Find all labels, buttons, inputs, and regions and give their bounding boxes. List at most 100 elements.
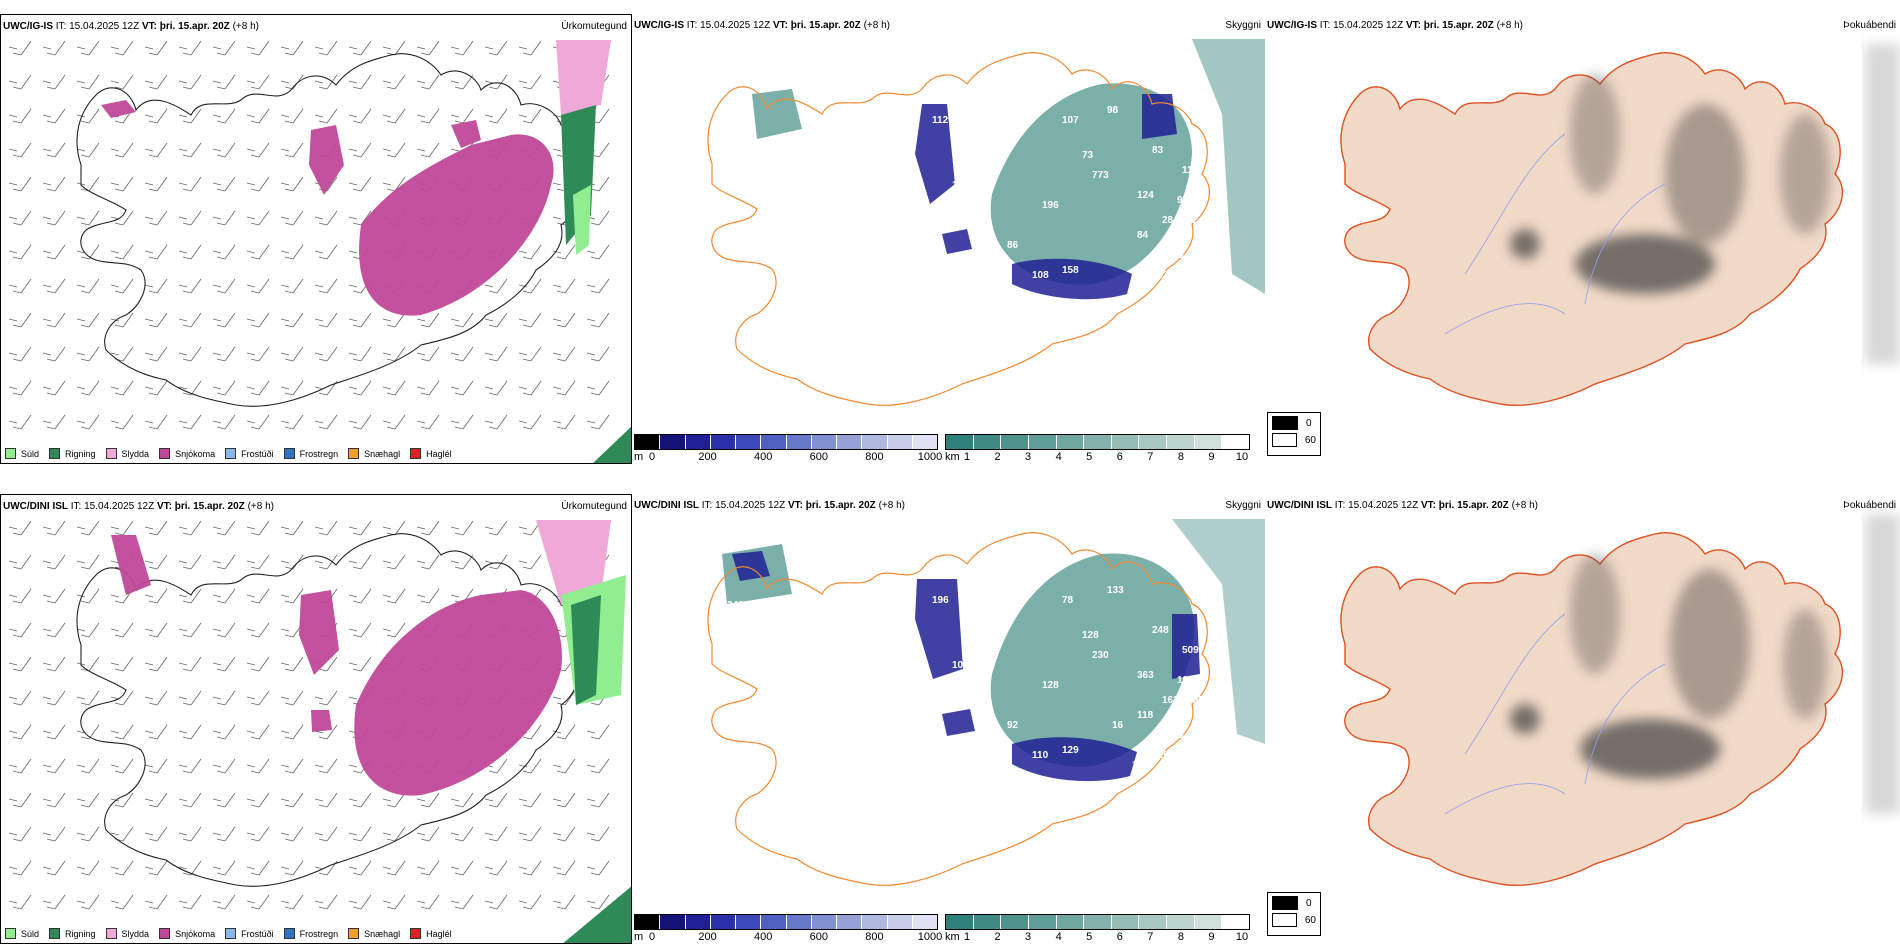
cloud-base-unit: m xyxy=(634,931,644,943)
wind-barb xyxy=(8,414,32,430)
cloud-base-label: 120 xyxy=(962,260,979,271)
wind-barb xyxy=(212,894,236,910)
wind-barb xyxy=(212,588,236,604)
wind-barb xyxy=(42,210,66,226)
wind-barb xyxy=(110,792,134,808)
wind-barb xyxy=(76,176,100,192)
wind-barb xyxy=(552,414,576,430)
wind-barb xyxy=(246,656,270,672)
wind-barb xyxy=(348,40,372,56)
wind-barb xyxy=(314,244,338,260)
wind-barb xyxy=(246,724,270,740)
cloud-base-label: 11 xyxy=(902,170,913,181)
panel-header: UWC/DINI ISL IT: 15.04.2025 12Z VT: þri.… xyxy=(1267,500,1538,511)
wind-barb xyxy=(280,108,304,124)
wind-barb xyxy=(76,860,100,876)
legend-swatch xyxy=(348,928,360,939)
wind-barb xyxy=(586,312,610,328)
wind-barb xyxy=(246,414,270,430)
wind-barb xyxy=(212,346,236,362)
legend-item: Snjókoma xyxy=(159,448,215,459)
wind-barb xyxy=(76,210,100,226)
wind-barb xyxy=(76,724,100,740)
wind-barb xyxy=(586,724,610,740)
colorbar-tick-label: 0 xyxy=(648,451,656,463)
wind-barb xyxy=(586,860,610,876)
cloud-base-label: 83 xyxy=(992,265,1004,276)
cloud-base-label: 112 xyxy=(932,115,949,126)
wind-barb xyxy=(382,142,406,158)
cloud-base-label: 106 xyxy=(1177,675,1194,686)
cloud-base-label: 94 xyxy=(1177,195,1189,206)
wind-barb xyxy=(552,346,576,362)
wind-barb xyxy=(484,894,508,910)
cloud-base-label: 101 xyxy=(897,680,914,691)
cloud-base-unit: m xyxy=(634,451,644,463)
cloud-base-label: 100 xyxy=(952,660,969,671)
legend-swatch xyxy=(49,928,61,939)
colorbar-tick-label: 10 xyxy=(1235,931,1249,943)
visibility-panel-row2: UWC/DINI ISL IT: 15.04.2025 12Z VT: þri.… xyxy=(632,494,1265,944)
wind-barb xyxy=(110,244,134,260)
wind-barb xyxy=(144,74,168,90)
cloud-base-label: 16 xyxy=(1112,720,1124,731)
wind-barb xyxy=(586,792,610,808)
colorbar-tick-label: 1000 xyxy=(917,931,943,943)
wind-barb xyxy=(8,244,32,260)
wind-barb xyxy=(212,108,236,124)
wind-barb xyxy=(144,414,168,430)
cloud-base-label: 128 xyxy=(1082,630,1099,641)
cloud-base-label: 125 xyxy=(952,180,969,191)
wind-barb xyxy=(110,894,134,910)
wind-barb xyxy=(8,690,32,706)
wind-barb xyxy=(144,554,168,570)
colorbar-tick-label: 200 xyxy=(698,931,717,943)
colorbar-segment xyxy=(946,435,974,449)
panel-title: Úrkomutegund xyxy=(561,21,627,32)
rivers xyxy=(1444,613,1666,815)
legend-swatch xyxy=(159,448,171,459)
wind-barb xyxy=(178,826,202,842)
colorbar-segment xyxy=(710,435,736,449)
cloud-base-label: 84 xyxy=(1137,230,1149,241)
cloud-base-label: 16 xyxy=(942,800,954,811)
cloud-base-label: 196 xyxy=(1042,200,1059,211)
wind-barb xyxy=(42,40,66,56)
wind-barb xyxy=(348,380,372,396)
fog-map xyxy=(1340,44,1900,407)
wind-barb xyxy=(280,656,304,672)
wind-barb xyxy=(552,758,576,774)
offshore-shading xyxy=(1865,44,1900,364)
wind-barb xyxy=(416,108,440,124)
wind-barb xyxy=(484,520,508,536)
wind-barb xyxy=(416,588,440,604)
visibility-map: 1058211812573107981121207738312462196861… xyxy=(707,39,1265,406)
wind-barb xyxy=(280,792,304,808)
wind-barb xyxy=(246,622,270,638)
wind-barb xyxy=(552,894,576,910)
cloud-base-label: 87 xyxy=(992,745,1004,756)
legend-item: Rigning xyxy=(49,928,96,939)
wind-barb xyxy=(450,74,474,90)
legend-item: Snæhagl xyxy=(348,928,400,939)
wind-barb xyxy=(42,656,66,672)
colorbar-tick-label: 2 xyxy=(994,451,1001,463)
fog-legend-row: 60 xyxy=(1268,430,1320,447)
wind-barb xyxy=(382,826,406,842)
wind-barb xyxy=(246,312,270,328)
wind-barb xyxy=(518,826,542,842)
cloud-base-label: 158 xyxy=(1062,265,1079,276)
wind-barb xyxy=(42,622,66,638)
wind-barb xyxy=(144,758,168,774)
colorbar-tick-label: 6 xyxy=(1116,451,1123,463)
wind-barb xyxy=(144,142,168,158)
wind-barb xyxy=(144,860,168,876)
wind-barb xyxy=(416,142,440,158)
cloud-base-label: 98 xyxy=(1107,105,1119,116)
cloud-base-label: 113 xyxy=(1152,270,1169,281)
colorbar-tick-label: 4 xyxy=(1055,451,1062,463)
wind-barb xyxy=(76,520,100,536)
fog-map xyxy=(1340,514,1900,887)
wind-barb xyxy=(314,690,338,706)
wind-barb xyxy=(518,414,542,430)
